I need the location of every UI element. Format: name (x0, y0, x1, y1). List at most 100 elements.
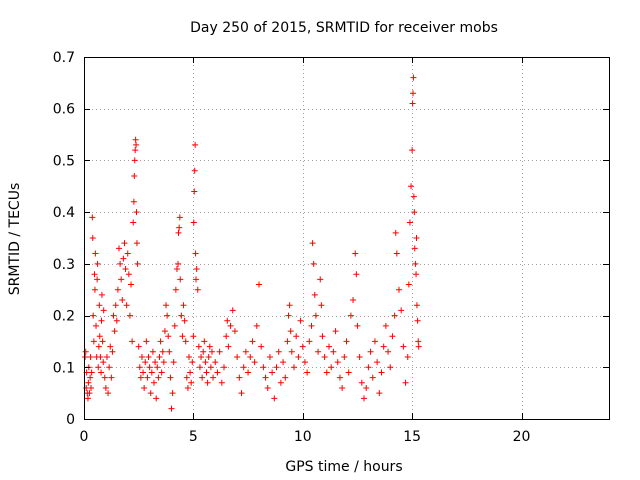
data-point (200, 348, 207, 355)
data-point (234, 353, 241, 360)
data-point (378, 369, 385, 376)
data-point (224, 317, 231, 324)
data-point (402, 379, 409, 386)
data-point (177, 276, 184, 283)
data-point (221, 364, 227, 371)
data-point (365, 364, 372, 371)
data-point (156, 353, 163, 360)
data-point (297, 317, 304, 324)
data-point (92, 250, 99, 257)
data-point (133, 209, 140, 216)
data-point (389, 333, 396, 340)
data-point (181, 317, 188, 324)
data-point (192, 250, 199, 257)
data-point (183, 374, 190, 381)
data-point (240, 364, 247, 371)
data-point (101, 374, 108, 381)
data-point (110, 312, 117, 319)
data-point (225, 343, 232, 350)
data-point (334, 359, 341, 366)
data-point (192, 141, 199, 148)
data-point (210, 374, 217, 381)
data-points (82, 74, 422, 412)
data-point (363, 384, 370, 391)
data-point (249, 338, 256, 345)
data-point (91, 286, 98, 293)
y-tick-label: 0.4 (53, 205, 75, 221)
data-point (218, 379, 225, 386)
data-point (408, 183, 415, 190)
data-point (227, 322, 234, 329)
data-point (124, 250, 131, 257)
data-point (167, 374, 174, 381)
data-point (339, 384, 346, 391)
data-point (350, 297, 357, 304)
data-point (199, 374, 206, 381)
data-point (317, 276, 324, 283)
data-point (161, 328, 168, 335)
data-point (98, 291, 105, 298)
data-point (145, 353, 152, 360)
data-point (154, 364, 161, 371)
data-point (98, 317, 105, 324)
data-point (258, 343, 265, 350)
data-point (107, 343, 114, 350)
data-point (414, 317, 421, 324)
data-point (144, 374, 151, 381)
data-point (189, 359, 196, 366)
data-point (413, 302, 420, 309)
y-tick-labels: 0 0.1 0.2 0.3 0.4 0.5 0.6 0.7 (53, 50, 75, 428)
data-point (129, 338, 136, 345)
data-point (109, 348, 116, 355)
data-point (140, 369, 147, 376)
data-point (410, 193, 417, 200)
data-point (149, 348, 156, 355)
data-point (164, 312, 171, 319)
data-point (328, 364, 335, 371)
data-point (358, 379, 365, 386)
data-point (295, 353, 302, 360)
data-point (336, 374, 343, 381)
x-tick-label: 20 (513, 429, 531, 445)
data-point (96, 333, 103, 340)
y-tick-label: 0.2 (53, 309, 75, 325)
data-point (291, 364, 297, 371)
data-point (369, 374, 376, 381)
grid-lines (84, 57, 609, 419)
data-point (98, 369, 105, 376)
x-tick-label: 5 (189, 429, 198, 445)
data-point (95, 364, 102, 371)
data-point (415, 338, 422, 345)
data-point (251, 359, 258, 366)
y-tick-label: 0 (66, 412, 75, 428)
data-point (94, 260, 101, 267)
data-point (112, 302, 119, 309)
data-point (182, 338, 189, 345)
data-point (411, 209, 418, 216)
data-point (323, 369, 330, 376)
data-point (308, 322, 315, 329)
data-point (188, 379, 195, 386)
data-point (387, 364, 394, 371)
data-point (400, 343, 407, 350)
data-point (155, 374, 162, 381)
data-point (142, 359, 149, 366)
data-point (173, 266, 180, 273)
x-tick-labels: 0 5 10 15 20 (80, 429, 531, 445)
data-point (141, 384, 148, 391)
data-point (175, 260, 182, 267)
data-point (253, 322, 260, 329)
data-point (371, 338, 378, 345)
data-point (284, 338, 291, 345)
data-point (137, 374, 144, 381)
data-point (163, 302, 170, 309)
data-point (410, 74, 417, 81)
data-point (111, 328, 118, 335)
data-point (238, 390, 245, 397)
data-point (87, 374, 94, 381)
data-point (330, 348, 337, 355)
data-point (262, 374, 269, 381)
data-point (277, 379, 284, 386)
data-point (271, 395, 278, 402)
